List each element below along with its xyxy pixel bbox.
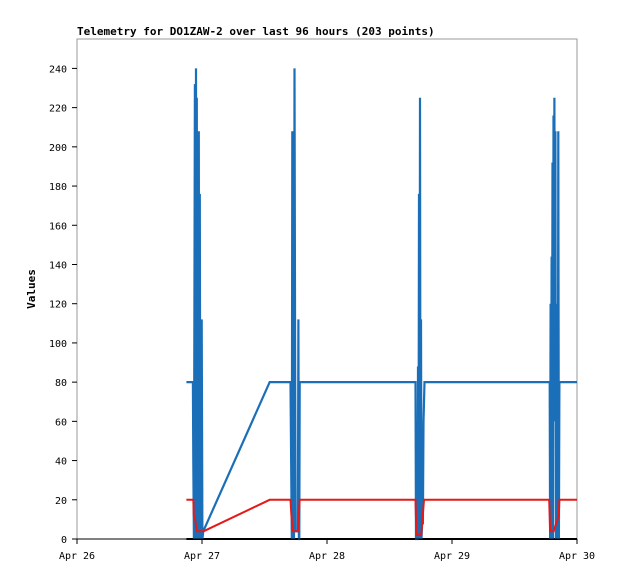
y-tick-label: 60 [55, 417, 67, 428]
y-tick-label: 220 [49, 104, 67, 115]
y-tick-label: 200 [49, 143, 67, 154]
x-tick-label: Apr 28 [309, 551, 345, 562]
x-tick-label: Apr 30 [559, 551, 595, 562]
y-tick-label: 180 [49, 182, 67, 193]
chart-title: Telemetry for DO1ZAW-2 over last 96 hour… [77, 25, 435, 38]
x-tick-label: Apr 26 [59, 551, 95, 562]
x-tick-label: Apr 29 [434, 551, 470, 562]
series-line-2 [186, 498, 577, 537]
y-tick-label: 20 [55, 496, 67, 507]
x-tick-label: Apr 27 [184, 551, 220, 562]
plot-frame [76, 38, 578, 540]
series-line-1 [186, 68, 577, 541]
y-tick-label: 140 [49, 260, 67, 271]
y-tick-label: 120 [49, 300, 67, 311]
plot-area: 0 20 40 60 80 100 120 140 160 180 200 220 240 Apr 26 A… [49, 38, 595, 562]
y-tick-label: 100 [49, 339, 67, 350]
y-tick-label: 240 [49, 64, 67, 75]
y-axis-label: Values [25, 269, 38, 309]
y-tick-label: 0 [61, 535, 67, 546]
y-tick-label: 80 [55, 378, 67, 389]
y-tick-label: 160 [49, 221, 67, 232]
y-tick-label: 40 [55, 457, 67, 468]
